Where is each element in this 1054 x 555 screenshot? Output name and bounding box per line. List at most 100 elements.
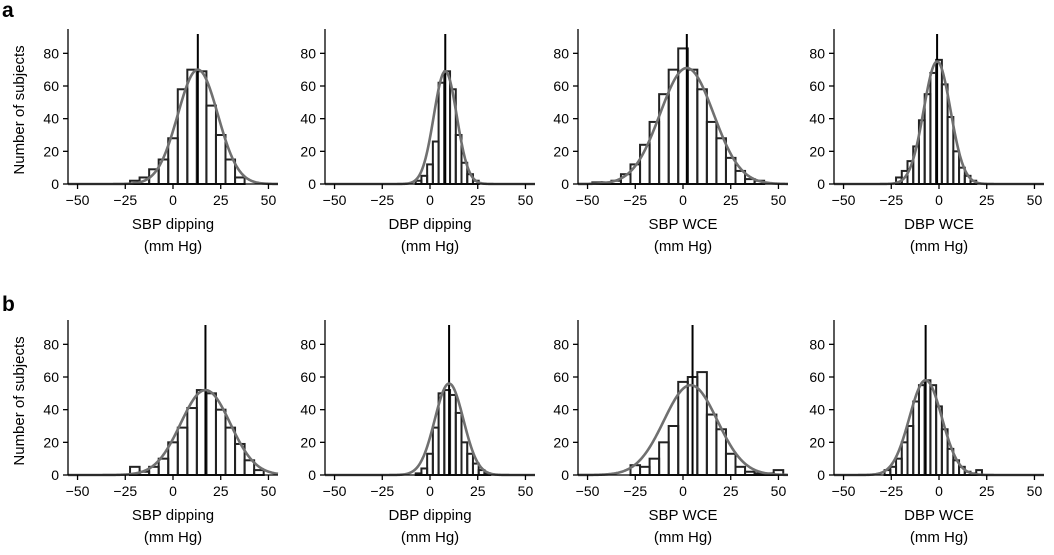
x-tick-label: 0 <box>426 483 434 499</box>
x-axis-label: DBP WCE <box>904 216 974 233</box>
histogram-bar <box>205 104 217 185</box>
normal-fit-curve <box>68 68 279 186</box>
x-axis-label: SBP WCE <box>649 216 718 233</box>
normal-fit-curve <box>578 383 789 477</box>
x-axis-unit: (mm Hg) <box>654 238 712 255</box>
y-tick-label: 40 <box>43 402 59 418</box>
y-tick-label: 60 <box>809 369 825 385</box>
x-axis-unit: (mm Hg) <box>401 529 459 546</box>
panel-letter-a: a <box>2 0 14 22</box>
chart-a-2: −50 −25 0 25 50 0 20 40 60 80 DBP dipping (mm Hg) <box>300 29 535 255</box>
histogram-bar <box>705 413 718 477</box>
y-tick-label: 0 <box>561 467 569 483</box>
x-tick-label: 25 <box>979 483 995 499</box>
y-tick-label: 20 <box>43 143 59 159</box>
x-tick-label: −50 <box>323 483 347 499</box>
x-axis-unit: (mm Hg) <box>910 529 968 546</box>
histogram-bar <box>214 408 227 477</box>
x-tick-label: −50 <box>576 483 600 499</box>
y-tick-label: 60 <box>809 78 825 94</box>
y-tick-label: 40 <box>300 111 316 127</box>
y-tick-label: 20 <box>300 143 316 159</box>
x-tick-label: −25 <box>879 192 903 208</box>
x-tick-label: −25 <box>370 483 394 499</box>
x-tick-label: 50 <box>518 192 534 208</box>
chart-a-3: −50 −25 0 25 50 0 20 40 60 80 SBP WCE (mm Hg) <box>553 29 789 255</box>
x-tick-label: 0 <box>169 192 177 208</box>
histogram-grid: −50 −25 0 25 50 0 20 40 60 80 SBP dipping (mm Hg) Nu… <box>11 29 1044 546</box>
y-axis-label: Number of subjects <box>11 45 28 174</box>
normal-fit-curve <box>834 378 1044 477</box>
x-axis-unit: (mm Hg) <box>401 238 459 255</box>
x-tick-label: −50 <box>66 483 90 499</box>
y-tick-label: 0 <box>817 176 825 192</box>
y-tick-label: 80 <box>553 45 569 61</box>
y-tick-label: 0 <box>51 176 59 192</box>
x-tick-label: 50 <box>1027 192 1043 208</box>
normal-fit-curve <box>325 382 535 477</box>
normal-fit-curve <box>325 70 535 186</box>
y-tick-label: 20 <box>809 143 825 159</box>
histogram-bar <box>677 380 689 476</box>
histogram-bar <box>734 465 747 476</box>
x-tick-label: 25 <box>213 483 229 499</box>
x-tick-label: 25 <box>723 483 739 499</box>
y-tick-label: 60 <box>43 78 59 94</box>
histogram-bar <box>224 426 237 477</box>
y-tick-label: 20 <box>300 434 316 450</box>
x-tick-label: 25 <box>213 192 229 208</box>
x-axis-label: DBP dipping <box>388 216 471 233</box>
histogram-bar <box>253 469 265 477</box>
x-tick-label: 25 <box>979 192 995 208</box>
y-tick-label: 60 <box>553 369 569 385</box>
x-axis-unit: (mm Hg) <box>654 529 712 546</box>
histogram-bar <box>176 88 189 185</box>
histogram-bar <box>696 88 708 185</box>
chart-b-3: −50 −25 0 25 50 0 20 40 60 80 SBP WCE (mm Hg) <box>553 320 789 546</box>
y-tick-label: 80 <box>809 45 825 61</box>
x-axis-label: SBP dipping <box>132 216 214 233</box>
x-tick-label: 50 <box>261 192 277 208</box>
y-tick-label: 60 <box>300 78 316 94</box>
histogram-bar <box>157 457 170 477</box>
x-tick-label: −50 <box>66 192 90 208</box>
y-tick-label: 80 <box>300 45 316 61</box>
histogram-bar <box>186 407 198 476</box>
x-axis-label: SBP dipping <box>132 507 214 524</box>
y-tick-label: 80 <box>43 336 59 352</box>
x-tick-label: 0 <box>679 192 687 208</box>
chart-b-1: −50 −25 0 25 50 0 20 40 60 80 SBP dipping (mm Hg) Nu… <box>11 320 279 546</box>
y-tick-label: 80 <box>300 336 316 352</box>
chart-b-2: −50 −25 0 25 50 0 20 40 60 80 DBP dipping (mm Hg) <box>300 320 535 546</box>
y-tick-label: 40 <box>553 402 569 418</box>
y-tick-label: 40 <box>300 402 316 418</box>
x-tick-label: −25 <box>113 192 137 208</box>
y-tick-label: 80 <box>809 336 825 352</box>
x-tick-label: −25 <box>623 192 647 208</box>
x-axis-unit: (mm Hg) <box>910 238 968 255</box>
x-tick-label: −25 <box>113 483 137 499</box>
y-tick-label: 20 <box>43 434 59 450</box>
histogram-bar <box>639 465 651 476</box>
histogram-bar <box>205 392 217 476</box>
y-tick-label: 80 <box>43 45 59 61</box>
histogram-bar <box>705 120 718 185</box>
histogram-bar <box>186 68 198 185</box>
x-tick-label: 50 <box>1027 483 1043 499</box>
y-tick-label: 0 <box>817 467 825 483</box>
y-tick-label: 20 <box>553 434 569 450</box>
x-tick-label: 0 <box>426 192 434 208</box>
chart-a-1: −50 −25 0 25 50 0 20 40 60 80 SBP dipping (mm Hg) Nu… <box>11 29 279 255</box>
x-tick-label: 0 <box>935 192 943 208</box>
x-tick-label: 25 <box>723 192 739 208</box>
panel-letter-b: b <box>2 293 15 316</box>
x-tick-label: 25 <box>470 192 486 208</box>
y-tick-label: 0 <box>561 176 569 192</box>
normal-fit-curve <box>68 388 279 477</box>
x-tick-label: 0 <box>679 483 687 499</box>
x-tick-label: 50 <box>518 483 534 499</box>
x-axis-unit: (mm Hg) <box>144 238 202 255</box>
x-tick-label: 50 <box>771 483 787 499</box>
y-tick-label: 60 <box>553 78 569 94</box>
